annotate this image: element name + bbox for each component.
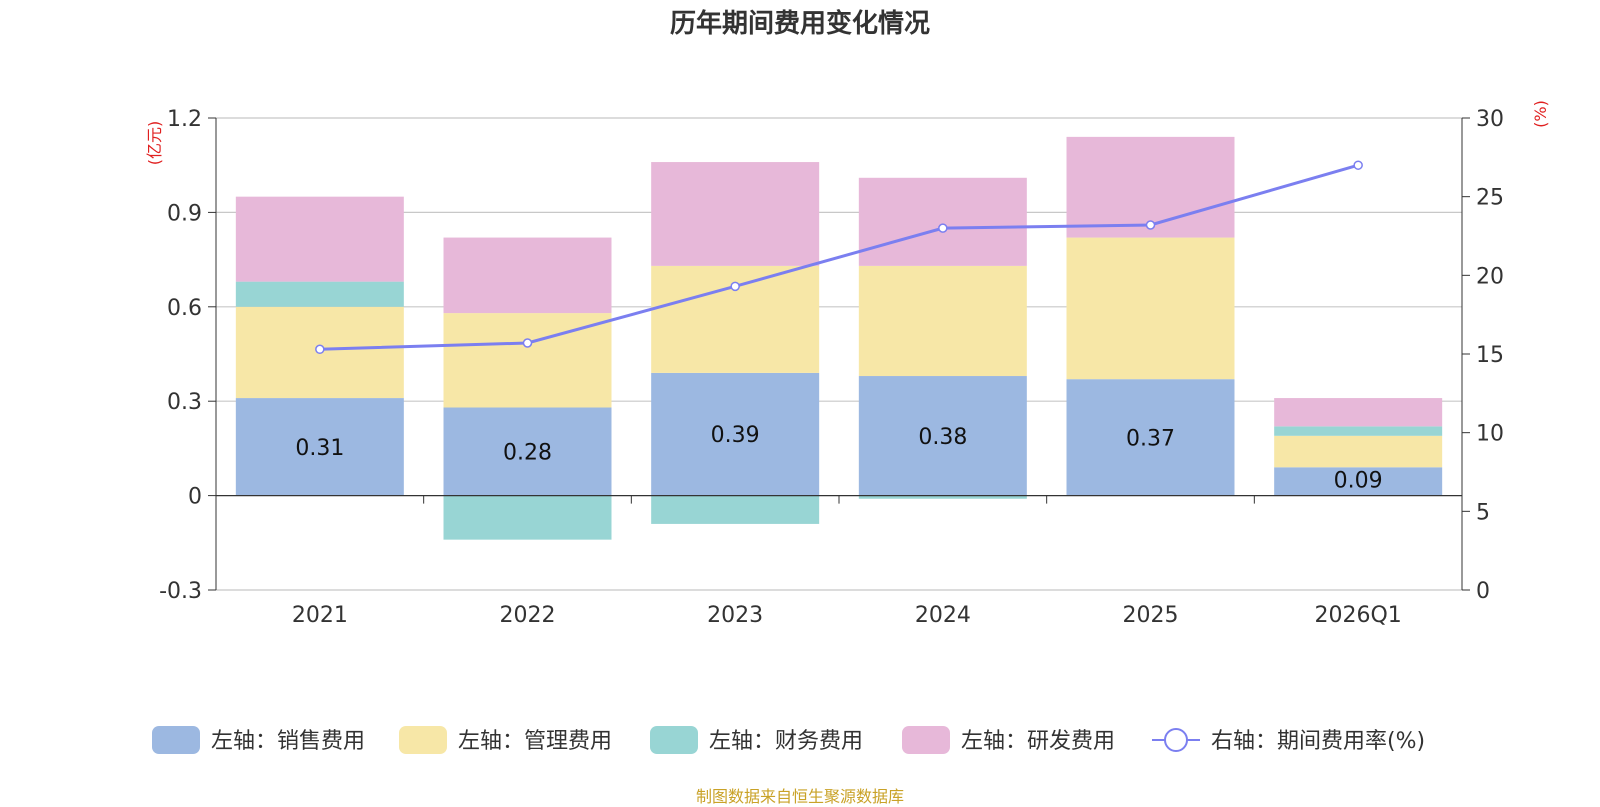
chart-title: 历年期间费用变化情况 [670,8,930,39]
right-axis-unit: (%) [1531,100,1550,128]
legend-swatch [152,726,200,754]
data-label: 0.39 [711,423,760,448]
legend-label: 左轴：财务费用 [709,729,863,754]
bar-segment [443,407,612,496]
data-label: 0.37 [1126,426,1175,451]
left-tick-label: 1.2 [167,107,202,132]
bar-segment [443,495,612,540]
x-tick-label: 2022 [500,603,556,628]
bar-segment [1274,398,1443,427]
bar-segment [858,177,1027,266]
x-tick-label: 2023 [707,603,763,628]
bar-segment [1274,435,1443,468]
bar-segment [235,281,404,307]
rate-point [522,338,533,348]
rate-point [315,344,325,355]
left-tick-label: 0.3 [167,390,202,415]
legend-label: 左轴：销售费用 [211,729,365,754]
bar-segment [858,376,1027,496]
left-tick-label: 0 [188,485,202,510]
bar-segment [235,196,404,282]
left-axis-unit: (亿元) [145,121,164,166]
legend-swatch [902,726,950,754]
right-tick-label: 0 [1476,579,1490,604]
bar-segment [1274,426,1443,436]
bar-segment [1066,237,1235,380]
bar-segment [1274,467,1443,496]
x-tick-label: 2021 [292,603,348,628]
bar-segment [443,237,612,314]
legend-label: 左轴：研发费用 [961,729,1115,754]
right-tick-label: 15 [1476,343,1504,368]
bar-segment [235,398,404,496]
bar-segment [1066,379,1235,496]
bar-segment [858,265,1027,377]
right-tick-label: 30 [1476,107,1504,132]
data-label: 0.38 [918,425,967,450]
legend-swatch [650,726,698,754]
rate-line [319,163,1359,351]
legend-label: 右轴：期间费用率(%) [1211,729,1425,754]
legend-label: 左轴：管理费用 [458,729,612,754]
left-tick-label: 0.9 [167,201,202,226]
right-tick-label: 20 [1476,264,1504,289]
right-tick-label: 25 [1476,186,1504,211]
rate-point [1353,160,1363,170]
rate-point [730,281,740,292]
x-tick-label: 2026Q1 [1315,603,1402,628]
bar-segment [651,162,820,266]
bar-segment [858,495,1027,499]
source-note: 制图数据来自恒生聚源数据库 [695,787,904,806]
left-tick-label: 0.6 [167,296,202,321]
data-label: 0.09 [1334,469,1383,494]
right-tick-label: 5 [1476,500,1490,525]
rate-point [938,223,948,233]
x-tick-label: 2025 [1123,603,1179,628]
x-tick-label: 2024 [915,603,971,628]
data-label: 0.28 [503,441,552,466]
left-tick-label: -0.3 [159,579,202,604]
rate-point [1145,220,1156,230]
bar-segment [651,372,820,496]
data-label: 0.31 [295,436,344,461]
bar-segment [651,495,820,524]
legend-swatch [399,726,447,754]
legend-line-marker [1164,728,1188,752]
right-tick-label: 10 [1476,422,1504,447]
